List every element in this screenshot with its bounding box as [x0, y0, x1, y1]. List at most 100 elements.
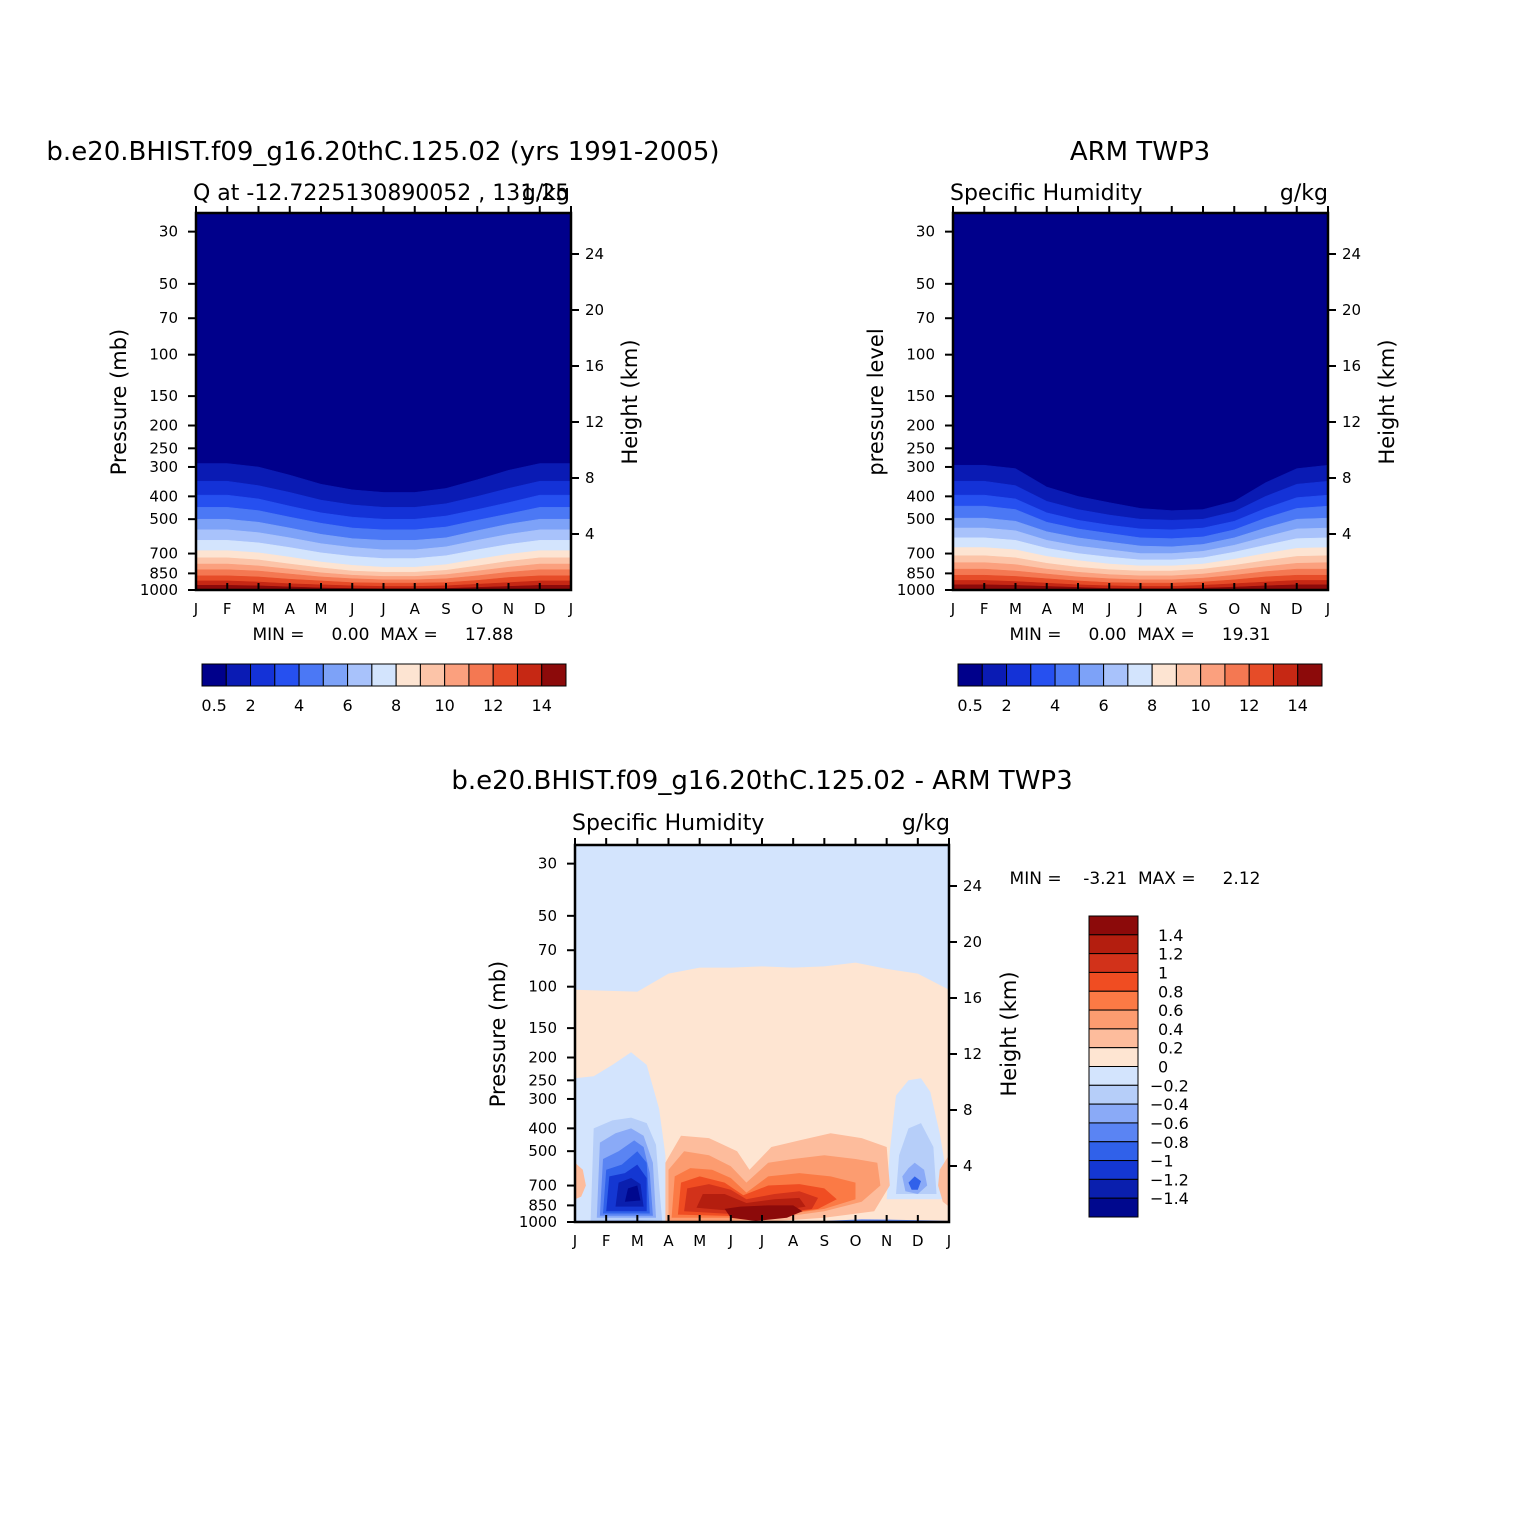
contour-band — [908, 1176, 921, 1190]
colorbar-label: 1.4 — [1158, 926, 1183, 945]
y-tick-label: 200 — [906, 417, 935, 435]
x-tick-label: M — [1009, 600, 1022, 618]
y-tick-label: 200 — [528, 1049, 557, 1067]
y-tick-label: 250 — [528, 1071, 557, 1089]
y-tick-label: 1000 — [519, 1213, 557, 1231]
x-tick-label: O — [850, 1232, 862, 1250]
colorbar-label: 0.2 — [1158, 1039, 1183, 1058]
y-tick-label: 30 — [538, 855, 557, 873]
panel1-subtitle-left: Q at -12.7225130890052 , 131.25 — [193, 181, 569, 206]
y-tick-label: 30 — [159, 223, 178, 241]
colorbar-label: 1 — [1158, 963, 1168, 982]
colorbar-box — [1248, 663, 1274, 687]
height-tick-label: 4 — [1342, 525, 1352, 543]
panel1-stats: MIN = 0.00 MAX = 17.88 — [252, 625, 513, 645]
x-tick-label: N — [881, 1232, 892, 1250]
colorbar-label: 8 — [391, 696, 401, 715]
panel2-ylabel: pressure level — [864, 328, 888, 475]
colorbar-box — [1088, 1009, 1139, 1030]
height-tick-label: 24 — [963, 877, 982, 895]
colorbar-box — [492, 663, 518, 687]
panel1-colorbar: 0.5 2 4 6 8 10 12 14 — [201, 663, 567, 715]
y-tick-label: 300 — [149, 458, 178, 476]
y-tick-label: 100 — [149, 346, 178, 364]
x-tick-label: D — [1291, 600, 1303, 618]
panel2-title: ARM TWP3 — [1070, 137, 1210, 167]
colorbar-label: −0.6 — [1150, 1114, 1189, 1133]
colorbar-box — [1151, 663, 1177, 687]
colorbar-label: −1.4 — [1150, 1189, 1189, 1208]
x-tick-label: M — [693, 1232, 706, 1250]
colorbar-label: 0.4 — [1158, 1020, 1183, 1039]
panel1-title: b.e20.BHIST.f09_g16.20thC.125.02 (yrs 19… — [46, 137, 719, 167]
colorbar-box — [250, 663, 276, 687]
y-tick-label: 700 — [906, 545, 935, 563]
colorbar-label: 8 — [1147, 696, 1157, 715]
x-tick-label: J — [572, 1232, 577, 1250]
x-tick-label: A — [410, 600, 421, 618]
height-tick-label: 20 — [1342, 301, 1361, 319]
y-tick-label: 50 — [916, 275, 935, 293]
colorbar-box — [201, 663, 227, 687]
x-tick-label: J — [1325, 600, 1330, 618]
height-tick-label: 8 — [1342, 469, 1352, 487]
panel1-subtitle-right: g/kg — [522, 181, 570, 206]
x-tick-label: F — [980, 600, 989, 618]
x-tick-label: J — [193, 600, 198, 618]
x-tick-label: F — [223, 600, 232, 618]
colorbar-box — [981, 663, 1008, 687]
panel2-subtitle-left: Specific Humidity — [950, 181, 1142, 206]
colorbar-box — [1224, 663, 1250, 687]
colorbar-label: 12 — [483, 696, 503, 715]
x-tick-label: M — [1072, 600, 1085, 618]
x-tick-label: A — [663, 1232, 674, 1250]
panel2-ylabel-right: Height (km) — [1375, 339, 1399, 464]
x-tick-label: S — [1198, 600, 1208, 618]
y-tick-label: 100 — [528, 978, 557, 996]
y-tick-label: 850 — [528, 1196, 557, 1214]
colorbar-box — [371, 663, 397, 687]
colorbar-label: 4 — [1050, 696, 1060, 715]
colorbar-label: 12 — [1239, 696, 1259, 715]
colorbar-box — [1200, 663, 1226, 687]
y-tick-label: 150 — [149, 387, 178, 405]
colorbar-box — [1006, 663, 1032, 687]
y-tick-label: 300 — [528, 1090, 557, 1108]
colorbar-box — [419, 663, 446, 687]
y-tick-label: 30 — [916, 223, 935, 241]
y-tick-label: 50 — [159, 275, 178, 293]
x-tick-label: M — [315, 600, 328, 618]
height-tick-label: 24 — [585, 245, 604, 263]
colorbar-box — [1175, 663, 1202, 687]
x-tick-label: J — [380, 600, 385, 618]
colorbar-label: 0.5 — [201, 696, 226, 715]
contour-band — [724, 1205, 803, 1221]
height-tick-label: 12 — [1342, 413, 1361, 431]
colorbar-box — [1078, 663, 1105, 687]
height-tick-label: 4 — [963, 1157, 973, 1175]
colorbar-box — [1088, 990, 1139, 1011]
y-tick-label: 250 — [906, 439, 935, 457]
height-tick-label: 16 — [1342, 357, 1361, 375]
colorbar-box — [347, 663, 373, 687]
y-tick-label: 70 — [538, 941, 557, 959]
height-tick-label: 8 — [963, 1101, 973, 1119]
panel2-subtitle-right: g/kg — [1280, 181, 1328, 206]
colorbar-box — [1088, 915, 1139, 936]
x-tick-label: O — [1228, 600, 1240, 618]
colorbar-label: 4 — [294, 696, 304, 715]
y-tick-label: 850 — [149, 564, 178, 582]
y-tick-label: 200 — [149, 417, 178, 435]
x-tick-label: S — [441, 600, 451, 618]
colorbar-box — [298, 663, 324, 687]
colorbar-label: 10 — [434, 696, 454, 715]
height-tick-label: 20 — [963, 933, 982, 951]
colorbar-box — [1088, 1197, 1139, 1218]
y-tick-label: 850 — [906, 564, 935, 582]
y-tick-label: 70 — [916, 309, 935, 327]
x-tick-label: M — [631, 1232, 644, 1250]
x-tick-label: J — [568, 600, 573, 618]
